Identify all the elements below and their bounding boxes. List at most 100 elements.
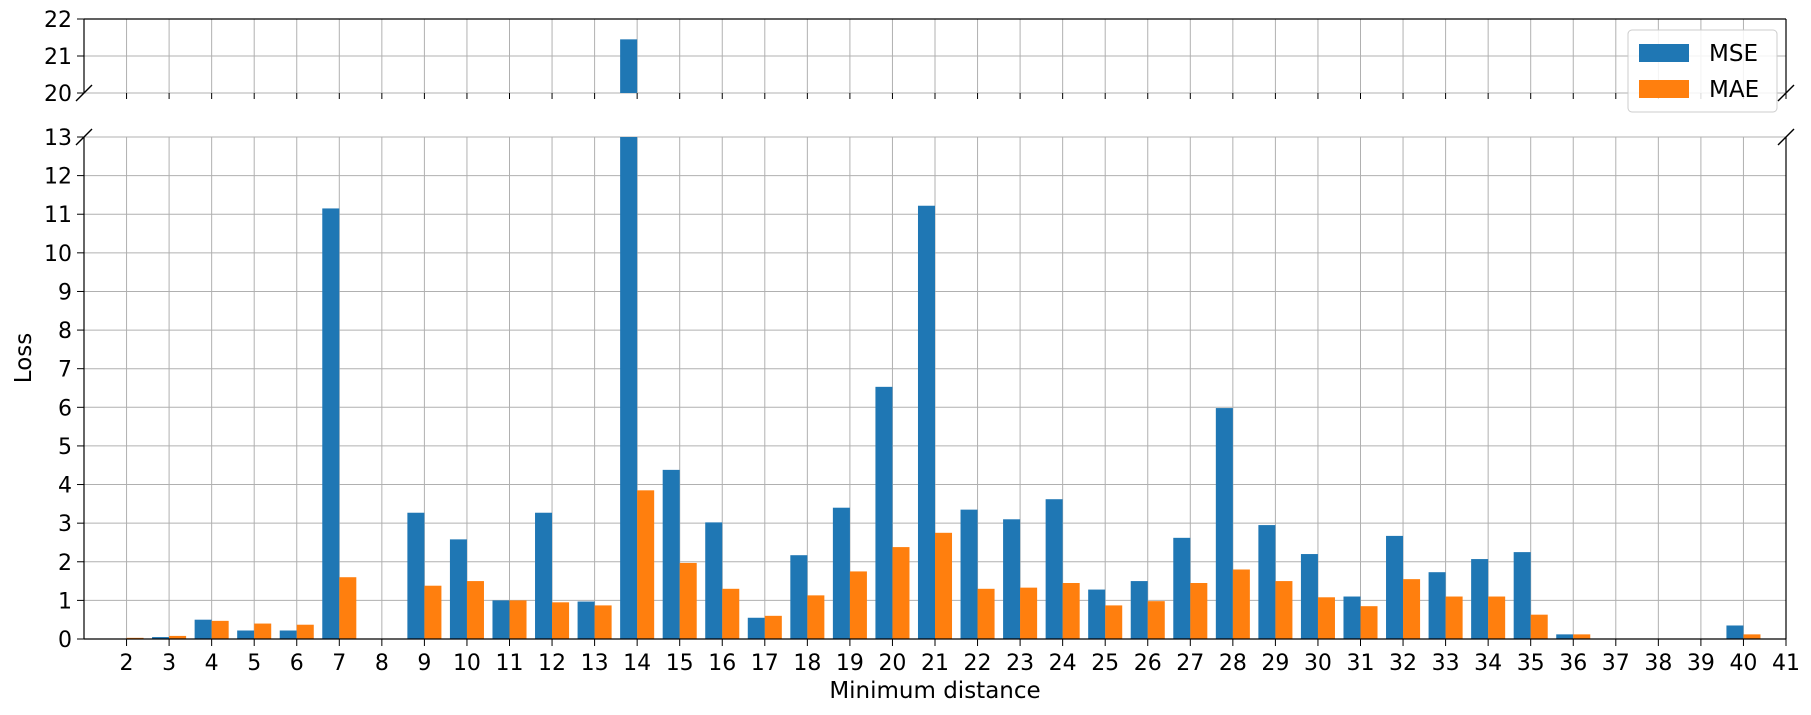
bar-mae-33	[1445, 596, 1463, 639]
bar-mse-30	[1300, 554, 1318, 639]
bar-mae-31	[1360, 606, 1378, 639]
x-tick-label: 25	[1091, 651, 1119, 676]
bar-mse-11	[492, 600, 510, 639]
bar-mae-27	[1190, 583, 1208, 639]
bar-mae-4	[211, 620, 229, 639]
bar-mae-16	[722, 588, 740, 639]
bar-mae-29	[1275, 581, 1293, 639]
bar-mse-40	[1726, 625, 1744, 639]
bar-mae-32	[1403, 579, 1421, 639]
bar-mse-35	[1513, 552, 1531, 639]
bar-mse-21	[917, 205, 935, 639]
bar-mae-22	[977, 588, 995, 639]
bar-mse-14-upper	[620, 39, 638, 93]
bar-mae-23	[1020, 587, 1038, 639]
lower-y-tick-label: 2	[58, 551, 72, 576]
x-tick-label: 35	[1517, 651, 1545, 676]
x-tick-label: 11	[496, 651, 524, 676]
lower-y-tick-label: 5	[58, 435, 72, 460]
x-tick-label: 16	[708, 651, 736, 676]
lower-y-tick-label: 0	[58, 628, 72, 653]
lower-y-tick-label: 11	[44, 203, 72, 228]
bar-mse-5	[237, 630, 255, 639]
lower-y-tick-label: 8	[58, 319, 72, 344]
x-tick-label: 4	[205, 651, 219, 676]
x-tick-label: 18	[793, 651, 821, 676]
bar-mae-24	[1062, 583, 1080, 639]
lower-y-tick-label: 1	[58, 589, 72, 614]
legend-label-mae: MAE	[1709, 77, 1759, 103]
x-tick-label: 31	[1347, 651, 1375, 676]
lower-y-tick-label: 10	[44, 242, 72, 267]
bar-mse-26	[1130, 581, 1148, 639]
bar-mae-10	[466, 581, 484, 639]
bar-mae-36	[1573, 634, 1591, 639]
x-tick-label: 7	[332, 651, 346, 676]
bar-mae-35	[1530, 614, 1548, 639]
x-tick-label: 30	[1304, 651, 1332, 676]
bar-mse-29	[1258, 525, 1276, 639]
lower-y-tick-label: 4	[58, 474, 72, 499]
bar-mse-34	[1471, 559, 1489, 639]
x-tick-label: 24	[1049, 651, 1077, 676]
bar-mae-9	[424, 585, 442, 639]
bar-mse-9	[407, 512, 425, 639]
upper-y-tick-label: 20	[44, 82, 72, 107]
lower-y-tick-label: 12	[44, 165, 72, 190]
bar-mse-17	[747, 617, 765, 639]
bar-mse-15	[662, 469, 680, 639]
x-tick-label: 2	[120, 651, 134, 676]
bar-mse-7	[322, 208, 340, 639]
bar-mse-12	[535, 512, 553, 639]
x-tick-label: 28	[1219, 651, 1247, 676]
x-tick-label: 29	[1261, 651, 1289, 676]
bar-mae-5	[254, 623, 272, 639]
x-tick-label: 21	[921, 651, 949, 676]
bar-mse-10	[449, 539, 467, 639]
axis-break-mark	[1777, 128, 1795, 146]
x-tick-label: 41	[1772, 651, 1800, 676]
bar-mae-3	[169, 635, 187, 639]
bar-mse-32	[1386, 535, 1404, 639]
x-tick-label: 40	[1729, 651, 1757, 676]
legend-label-mse: MSE	[1709, 41, 1758, 67]
bar-mae-15	[679, 562, 697, 639]
bar-mse-24	[1045, 499, 1063, 639]
x-tick-label: 23	[1006, 651, 1034, 676]
bar-mse-6	[279, 630, 297, 639]
lower-y-tick-label: 9	[58, 280, 72, 305]
bar-mae-40	[1743, 634, 1761, 639]
x-tick-label: 26	[1134, 651, 1162, 676]
y-axis-label: Loss	[11, 333, 37, 383]
bar-mse-23	[1003, 519, 1021, 639]
x-tick-label: 19	[836, 651, 864, 676]
x-tick-label: 33	[1432, 651, 1460, 676]
lower-y-tick-label: 13	[44, 126, 72, 151]
bar-mae-13	[594, 605, 612, 639]
bar-mse-31	[1343, 596, 1361, 639]
bar-mae-25	[1105, 605, 1123, 639]
bar-mse-19	[832, 507, 850, 639]
x-tick-label: 22	[964, 651, 992, 676]
bar-mse-22	[960, 509, 978, 639]
bar-mse-13	[577, 601, 595, 639]
x-tick-label: 34	[1474, 651, 1502, 676]
bar-mae-21	[935, 532, 953, 639]
x-tick-label: 39	[1687, 651, 1715, 676]
bar-mse-33	[1428, 572, 1446, 639]
bar-mae-34	[1488, 596, 1506, 639]
x-tick-label: 13	[581, 651, 609, 676]
x-tick-label: 36	[1559, 651, 1587, 676]
bar-mae-12	[552, 602, 570, 639]
x-tick-label: 20	[878, 651, 906, 676]
bar-mae-26	[1147, 601, 1165, 639]
bar-mse-4	[194, 619, 212, 639]
lower-y-tick-label: 6	[58, 396, 72, 421]
legend-swatch-mse	[1639, 44, 1689, 62]
x-tick-label: 6	[290, 651, 304, 676]
upper-y-tick-label: 21	[44, 45, 72, 70]
x-tick-label: 38	[1644, 651, 1672, 676]
x-tick-label: 14	[623, 651, 651, 676]
bar-mae-20	[892, 547, 910, 639]
